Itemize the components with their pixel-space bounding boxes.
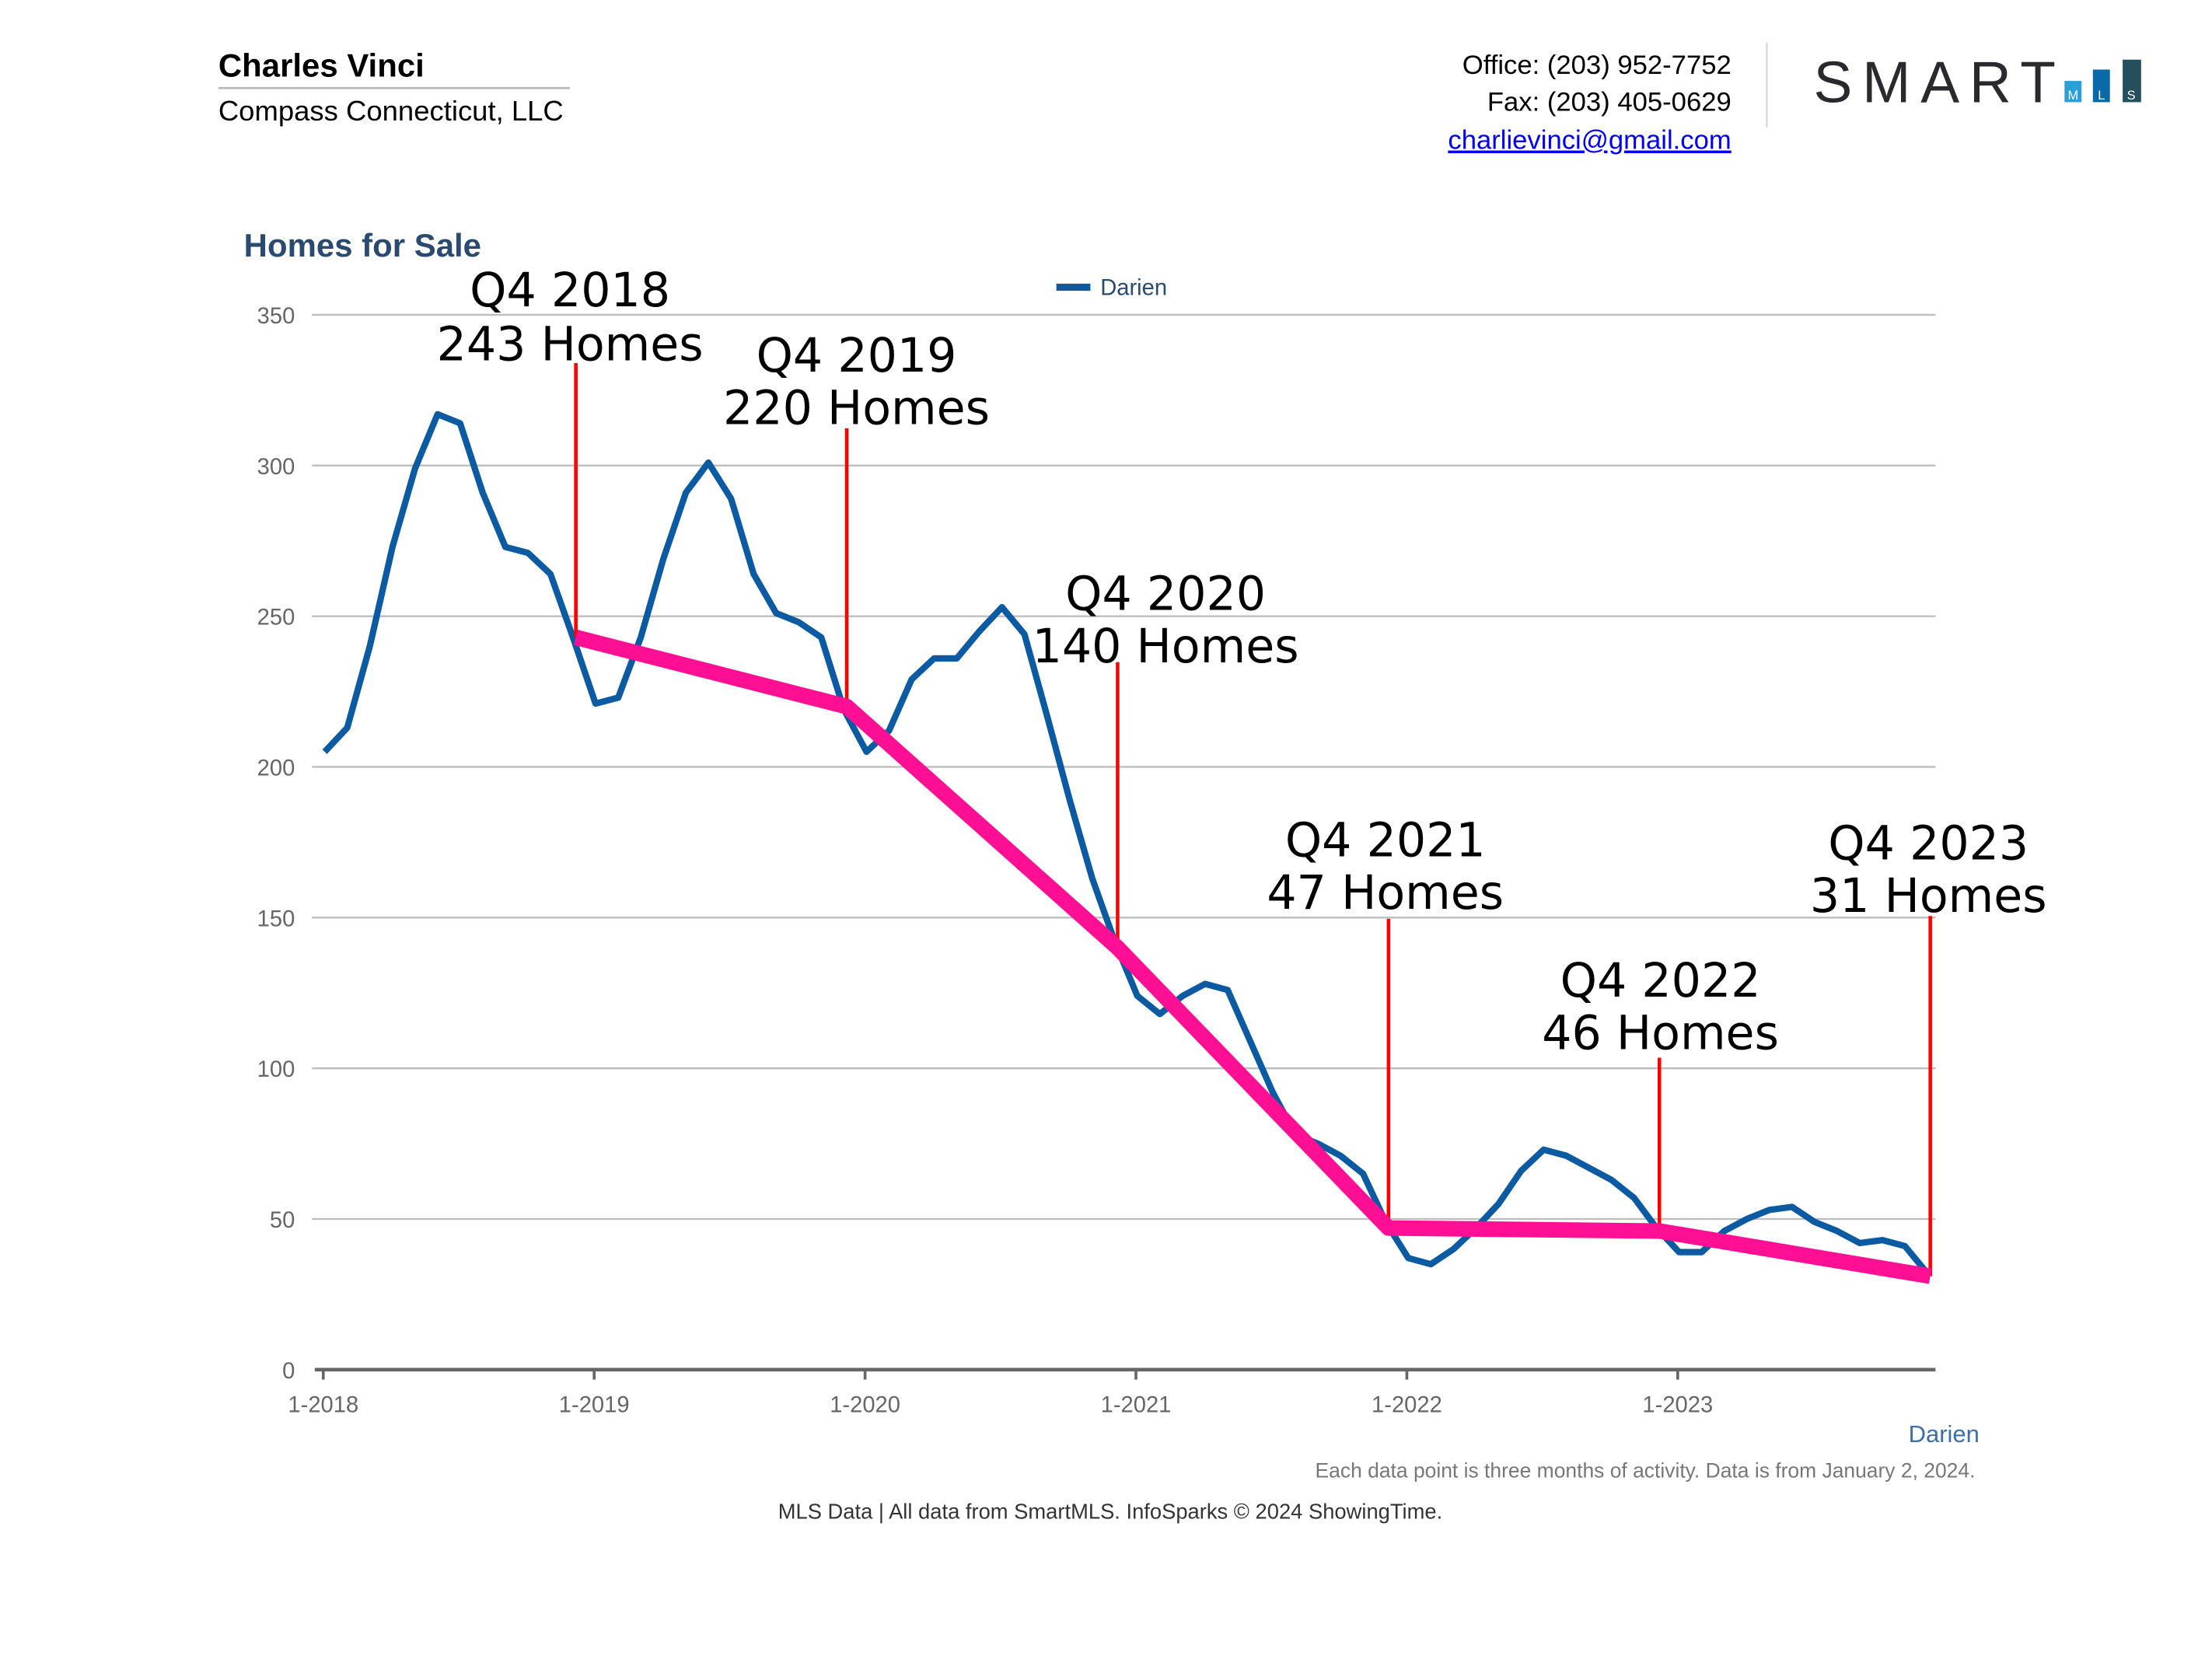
x-axis: 1-2018 1-2019 1-2020 1-2021 1-2022 1-2023 [288,1367,1936,1418]
office-phone: Office: (203) 952-7752 [1462,51,1732,80]
y-tick-label: 0 [282,1359,295,1384]
legend-swatch [1056,283,1091,291]
annotation-quarter: Q4 2023 [1828,816,2029,871]
svg-text:SMART: SMART [1814,49,2066,114]
annotation-quarter: Q4 2018 [470,264,670,318]
annotation-homes: 31 Homes [1810,869,2047,924]
source-footer: MLS Data | All data from SmartMLS. InfoS… [778,1499,1443,1523]
y-tick-label: 350 [257,304,295,329]
x-axis-label: Darien [1909,1420,1980,1448]
smartmls-logo: SMART M L S [1814,49,2141,114]
annotation-homes: 243 Homes [437,317,704,372]
annotation-homes: 220 Homes [723,381,990,435]
annotation-quarter: Q4 2021 [1285,814,1486,868]
annotation-quarter: Q4 2019 [757,329,957,383]
annotation-homes: 140 Homes [1033,620,1299,674]
x-tick-label: 1-2019 [559,1393,630,1418]
gridlines [312,313,1936,1221]
email-link[interactable]: charlievinci@gmail.com [1448,126,1731,155]
chart-title: Homes for Sale [244,227,481,264]
x-tick-label: 1-2021 [1101,1393,1172,1418]
y-tick-label: 100 [257,1057,295,1082]
y-tick-label: 200 [257,756,295,781]
legend[interactable]: Darien [1056,275,1167,300]
svg-text:M: M [2067,89,2078,103]
agent-name: Charles Vinci [218,47,425,84]
plot-area [322,410,1931,1276]
x-tick-label: 1-2022 [1372,1393,1442,1418]
annotation-homes: 46 Homes [1542,1007,1779,1061]
x-tick-label: 1-2020 [830,1393,900,1418]
x-tick-label: 1-2023 [1642,1393,1713,1418]
x-tick-label: 1-2018 [288,1393,358,1418]
company-name: Compass Connecticut, LLC [218,95,564,127]
fax-number: Fax: (203) 405-0629 [1487,87,1732,117]
y-axis: 0 50 100 150 200 250 300 350 [257,304,295,1384]
series-line-darien [322,410,1931,1276]
svg-text:S: S [2127,89,2136,103]
y-tick-label: 300 [257,455,295,480]
data-note: Each data point is three months of activ… [1316,1458,1976,1482]
annotation-homes: 47 Homes [1267,866,1504,920]
legend-label: Darien [1100,275,1167,300]
y-tick-label: 150 [257,906,295,931]
annotation-quarter: Q4 2020 [1065,567,1266,621]
y-tick-label: 250 [257,606,295,630]
svg-text:L: L [2098,89,2105,103]
y-tick-label: 50 [270,1208,295,1233]
trend-line [574,630,1932,1284]
annotation-quarter: Q4 2022 [1560,954,1761,1008]
